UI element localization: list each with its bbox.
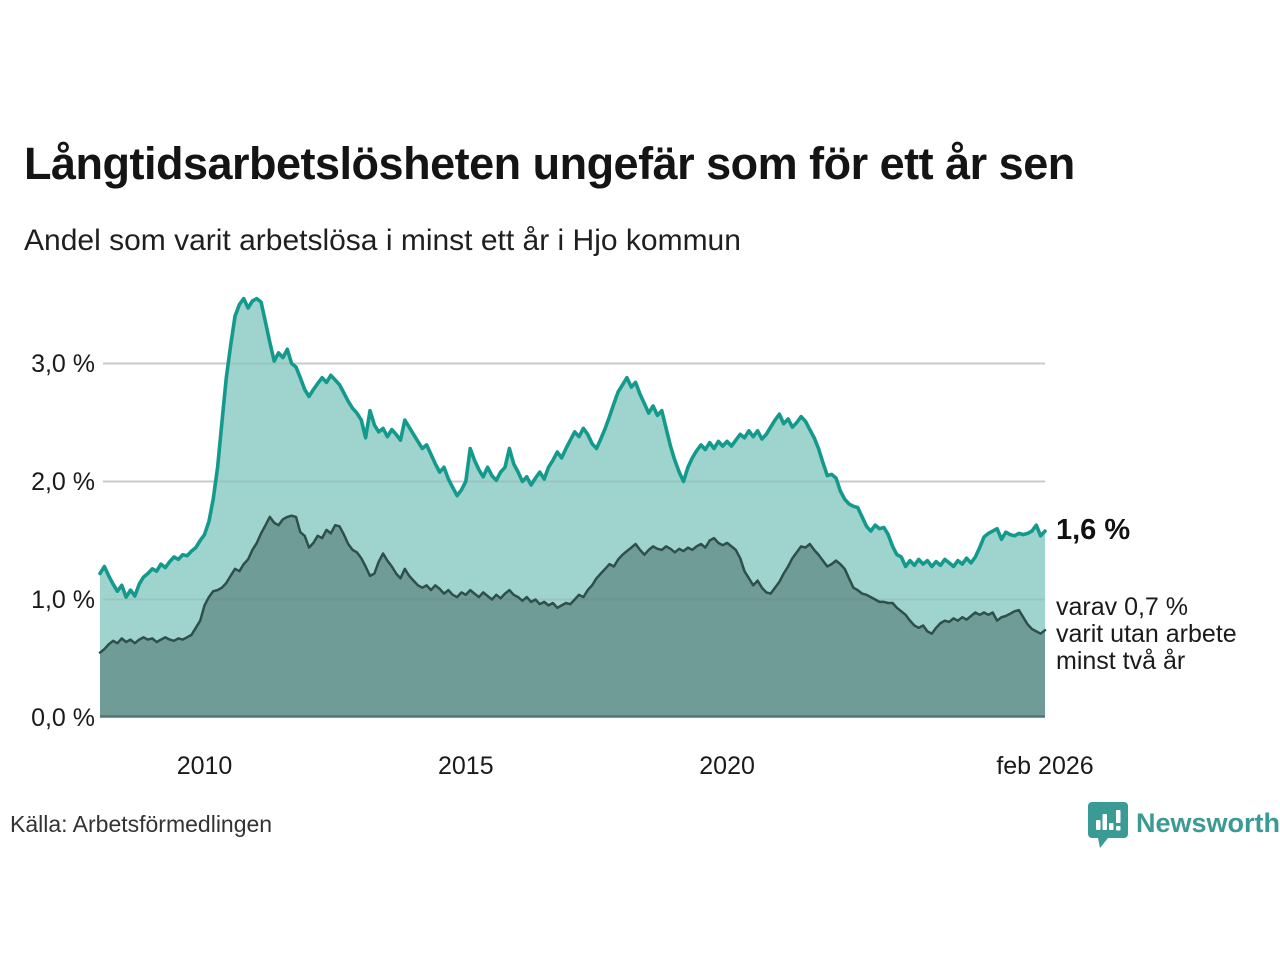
x-tick-label: 2020 (699, 752, 755, 780)
page-title: Långtidsarbetslösheten ungefär som för e… (24, 138, 1075, 189)
two-year-annotation: varav 0,7 % varit utan arbete minst två … (1056, 593, 1237, 675)
y-tick-label: 3,0 % (31, 349, 95, 378)
y-tick-label: 0,0 % (31, 703, 95, 732)
y-tick-label: 1,0 % (31, 585, 95, 614)
area-unemployed-two-years (100, 515, 1045, 718)
x-tick-label: 2015 (437, 752, 494, 780)
latest-value-label: 1,6 % (1056, 514, 1131, 547)
newsworthy-logo-icon (1088, 802, 1128, 848)
page-subtitle: Andel som varit arbetslösa i minst ett å… (24, 224, 741, 257)
x-tick-label: feb 2026 (996, 752, 1094, 780)
x-tick-label: 2010 (176, 752, 233, 780)
source-caption: Källa: Arbetsförmedlingen (10, 811, 273, 837)
y-tick-label: 2,0 % (31, 467, 95, 496)
line-unemployed-two-years (98, 514, 1047, 654)
line-unemployed-one-year (98, 296, 1047, 599)
newsworthy-brand-name: Newsworthy (1136, 808, 1280, 838)
